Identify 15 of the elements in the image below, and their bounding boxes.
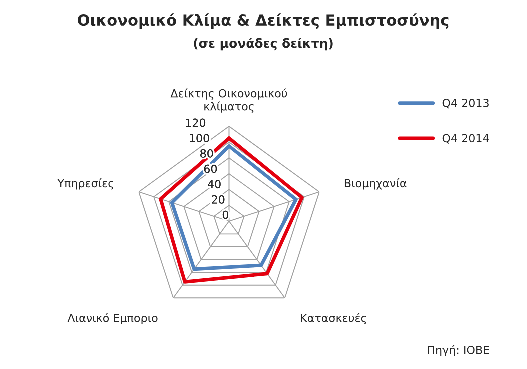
- spoke-label: Λιανικό Εμποριο: [68, 313, 158, 325]
- spoke-label: Βιομηχανία: [344, 178, 407, 190]
- y-tick-label: 40: [208, 180, 221, 189]
- spoke-label: Υπηρεσίες: [58, 178, 114, 190]
- y-tick-label: 100: [190, 134, 210, 143]
- legend-label: Q4 2013: [442, 98, 489, 109]
- text: Πηγή: IOBE: [428, 345, 490, 357]
- spoke-label: Δείκτης Οικονομικού κλίματος: [170, 88, 288, 113]
- chart-title: Οικονομικό Κλίμα & Δείκτες Εμπιστοσύνης: [78, 14, 449, 30]
- y-tick-label: 120: [186, 118, 206, 128]
- spoke-label: Κατασκευές: [301, 313, 366, 325]
- chart-subtitle: (σε μονάδες δείκτη): [194, 38, 333, 51]
- y-tick-label: 0: [222, 210, 229, 220]
- legend-label: Q4 2014: [442, 134, 490, 144]
- y-tick-label: 20: [212, 196, 225, 204]
